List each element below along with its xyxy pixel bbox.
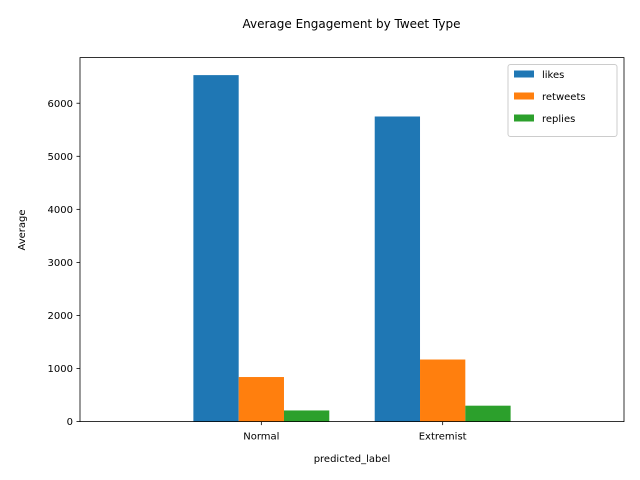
legend-label-retweets: retweets	[542, 92, 586, 103]
bar-likes-extremist	[374, 116, 421, 422]
y-tick-label: 5000	[48, 152, 73, 163]
bar-retweets-extremist	[420, 359, 466, 422]
y-tick-label: 0	[67, 417, 73, 428]
x-tick-label: Extremist	[419, 432, 467, 443]
legend-frame	[507, 64, 618, 137]
legend-swatch-retweets	[514, 92, 534, 100]
x-axis: Normal Extremist	[243, 421, 467, 443]
y-tick-label: 3000	[48, 258, 73, 269]
chart-title: Average Engagement by Tweet Type	[243, 17, 461, 31]
y-tick-label: 2000	[48, 311, 73, 322]
x-axis-label: predicted_label	[314, 454, 391, 465]
y-axis-label: Average	[17, 209, 28, 250]
bars-group	[193, 75, 511, 422]
bar-replies-normal	[283, 410, 330, 422]
legend-label-replies: replies	[542, 114, 575, 125]
bar-retweets-normal	[238, 377, 284, 422]
legend-label-likes: likes	[542, 70, 564, 81]
y-tick-label: 6000	[48, 99, 73, 110]
x-tick-label: Normal	[243, 432, 279, 443]
y-axis: 0 1000 2000 3000 4000 5000 6000	[48, 99, 80, 428]
legend-swatch-likes	[514, 70, 534, 78]
y-tick-label: 1000	[48, 364, 73, 375]
legend-swatch-replies	[514, 114, 534, 122]
bar-replies-extremist	[465, 405, 511, 422]
bar-likes-normal	[193, 75, 239, 422]
y-tick-label: 4000	[48, 205, 73, 216]
plot-frame	[79, 57, 625, 422]
legend: likes retweets replies	[507, 64, 618, 137]
